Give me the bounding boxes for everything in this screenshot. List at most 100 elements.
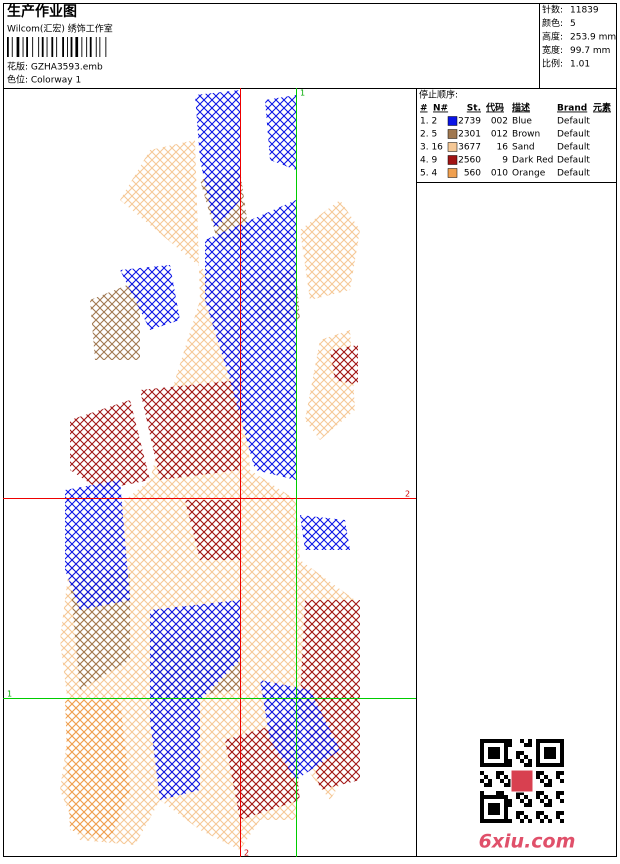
- qr-cell: [504, 755, 508, 759]
- qr-cell: [528, 799, 532, 803]
- design: [60, 90, 360, 850]
- qr-cell: [480, 791, 484, 795]
- qr-cell: [516, 791, 520, 795]
- qr-cell: [536, 771, 540, 775]
- column-header: N#: [433, 104, 448, 114]
- qr-cell: [504, 799, 508, 803]
- qr-cell: [508, 799, 512, 803]
- stat-label: 比例:: [542, 58, 563, 70]
- qr-cell: [540, 811, 544, 815]
- qr-cell: [496, 755, 500, 759]
- colorway: 色位: Colorway 1: [7, 74, 81, 86]
- stitches: 2739: [458, 117, 481, 127]
- qr-cell: [536, 791, 540, 795]
- qr-cell: [484, 783, 488, 787]
- bar: [38, 37, 40, 57]
- qr-cell: [480, 759, 484, 763]
- qr-cell: [552, 755, 556, 759]
- qr-cell: [548, 755, 552, 759]
- qr-cell: [560, 751, 564, 755]
- bar: [67, 37, 68, 57]
- qr-cell: [504, 783, 508, 787]
- stitches: 2301: [458, 130, 481, 140]
- bar: [7, 37, 9, 57]
- qr-cell: [496, 775, 500, 779]
- bar: [62, 37, 64, 57]
- qr-cell: [500, 779, 504, 783]
- qr-cell: [508, 759, 512, 763]
- qr-cell: [540, 739, 544, 743]
- bar: [46, 37, 48, 57]
- qr-cell: [544, 747, 548, 751]
- file-name: 花版: GZHA3593.emb: [7, 61, 103, 73]
- qr-cell: [524, 803, 528, 807]
- code: 16: [497, 143, 509, 153]
- qr-cell: [560, 811, 564, 815]
- qr-cell: [492, 819, 496, 823]
- qr-cell: [488, 747, 492, 751]
- qr-cell: [536, 739, 540, 743]
- qr-cell: [552, 739, 556, 743]
- guide-label: 2: [405, 490, 410, 499]
- qr-cell: [496, 803, 500, 807]
- qr-cell: [528, 743, 532, 747]
- stitch-region: [90, 280, 140, 360]
- stitch-region: [65, 700, 130, 840]
- qr-cell: [560, 791, 564, 795]
- code: 9: [502, 156, 508, 166]
- qr-cell: [480, 779, 484, 783]
- stat-value: 99.7 mm: [570, 46, 610, 56]
- qr-cell: [536, 751, 540, 755]
- qr-cell: [496, 739, 500, 743]
- qr-cell: [520, 739, 524, 743]
- qr-cell: [484, 763, 488, 767]
- qr-cell: [544, 763, 548, 767]
- description: Sand: [512, 143, 535, 153]
- bar: [99, 37, 101, 57]
- qr-cell: [548, 819, 552, 823]
- qr-cell: [504, 739, 508, 743]
- qr-cell: [524, 755, 528, 759]
- qr-cell: [536, 763, 540, 767]
- qr-cell: [556, 775, 560, 779]
- qr-cell: [536, 743, 540, 747]
- bar: [32, 37, 34, 57]
- qr-cell: [492, 739, 496, 743]
- qr-cell: [516, 751, 520, 755]
- swatch: [447, 155, 458, 165]
- qr-cell: [484, 819, 488, 823]
- qr-cell: [520, 759, 524, 763]
- qr-cell: [540, 799, 544, 803]
- qr-cell: [516, 755, 520, 759]
- stitch-region: [70, 400, 150, 490]
- qr-cell: [488, 779, 492, 783]
- qr-cell: [520, 811, 524, 815]
- brand: Default: [557, 169, 590, 179]
- qr-cell: [552, 751, 556, 755]
- qr-cell: [488, 783, 492, 787]
- stitch-region: [260, 680, 340, 780]
- qr-cell: [488, 807, 492, 811]
- qr-cell: [536, 747, 540, 751]
- qr-cell: [500, 795, 504, 799]
- qr-cell: [480, 811, 484, 815]
- bar: [41, 37, 44, 57]
- qr-cell: [560, 763, 564, 767]
- stitch-region: [140, 380, 240, 480]
- bar: [56, 37, 58, 57]
- stitch-region: [330, 345, 358, 385]
- qr-cell: [540, 819, 544, 823]
- qr-cell: [520, 791, 524, 795]
- qr-cell: [504, 807, 508, 811]
- qr-cell: [548, 779, 552, 783]
- qr-cell: [540, 771, 544, 775]
- column-header: Brand: [557, 104, 587, 114]
- qr-cell: [544, 803, 548, 807]
- description: Blue: [512, 117, 532, 127]
- qr-cell: [504, 775, 508, 779]
- bar: [70, 37, 73, 57]
- qr-cell: [556, 771, 560, 775]
- qr-cell: [480, 755, 484, 759]
- bar: [105, 37, 107, 57]
- qr-cell: [480, 795, 484, 799]
